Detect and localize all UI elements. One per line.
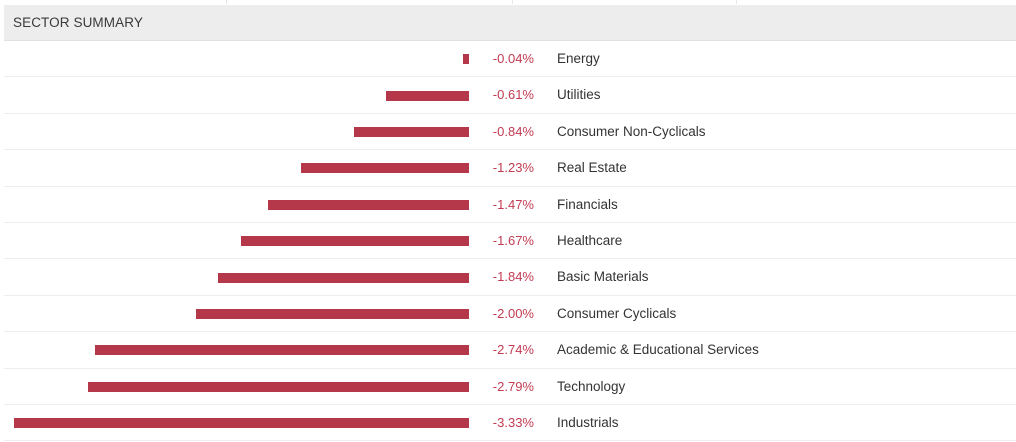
sector-bar [217,272,469,283]
sector-change-value: -2.79% [492,378,534,394]
sector-name[interactable]: Energy [557,51,600,66]
sector-row: -1.84% Basic Materials [4,259,1016,296]
top-divider [512,0,513,4]
sector-row: -1.47% Financials [4,187,1016,223]
sector-change-value: -0.84% [492,123,534,139]
sector-bar [268,199,469,210]
sector-bar [94,345,469,356]
sector-row: -1.67% Healthcare [4,223,1016,260]
sector-bar [385,90,469,101]
sector-row: -2.79% Technology [4,369,1016,405]
sector-change-value: -2.00% [492,305,534,321]
sector-bar [300,163,469,174]
sector-name[interactable]: Healthcare [557,233,623,248]
panel-header: SECTOR SUMMARY [4,5,1016,41]
sector-change-value: -3.33% [492,415,534,430]
sector-change-value: -0.61% [492,87,534,103]
sector-row: -2.00% Consumer Cyclicals [4,296,1016,333]
sector-bar [354,126,469,137]
sector-name[interactable]: Real Estate [557,160,627,176]
sector-bar [463,54,469,65]
sector-row: -0.04% Energy [4,41,1016,78]
sector-name[interactable]: Basic Materials [557,269,649,285]
sector-change-value: -1.23% [492,160,534,176]
sector-change-value: -1.47% [492,196,534,212]
sector-name[interactable]: Financials [557,196,618,212]
sector-bar [195,308,469,319]
top-rule [0,0,1016,5]
sector-change-value: -1.84% [492,269,534,285]
sector-bar [14,418,469,429]
sector-change-value: -1.67% [492,233,534,248]
sector-name[interactable]: Utilities [557,87,601,103]
sector-row: -3.33% Industrials [4,405,1016,442]
sector-name[interactable]: Consumer Non-Cyclicals [557,123,706,139]
sector-name[interactable]: Academic & Educational Services [557,342,759,358]
sector-change-value: -2.74% [492,342,534,358]
panel-title: SECTOR SUMMARY [13,15,143,30]
top-divider [736,0,737,4]
sector-change-value: -0.04% [492,51,534,66]
sector-bar [87,381,469,392]
sector-name[interactable]: Consumer Cyclicals [557,305,677,321]
sector-row: -1.23% Real Estate [4,150,1016,187]
sector-row: -0.84% Consumer Non-Cyclicals [4,114,1016,151]
sector-bar-chart: -0.04% Energy -0.61% Utilities -0.84% Consume… [4,41,1016,442]
sector-name[interactable]: Technology [557,378,626,394]
sector-row: -0.61% Utilities [4,77,1016,114]
sector-name[interactable]: Industrials [557,415,619,430]
top-divider [226,0,227,4]
sector-row: -2.74% Academic & Educational Services [4,332,1016,369]
sector-bar [240,236,469,247]
